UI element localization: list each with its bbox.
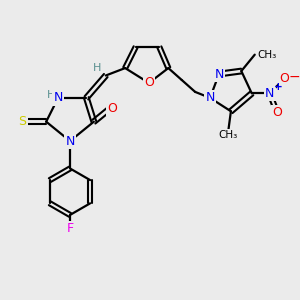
Text: N: N [206,92,215,104]
Text: CH₃: CH₃ [257,50,276,60]
Text: O: O [272,106,282,119]
Text: H: H [47,90,56,100]
Text: F: F [67,223,73,236]
Text: +: + [274,82,282,92]
Text: O: O [280,72,290,85]
Text: H: H [93,63,101,73]
Text: −: − [288,70,300,84]
Text: N: N [214,68,224,80]
Text: O: O [144,76,154,89]
Text: N: N [65,135,75,148]
Text: N: N [53,92,63,104]
Text: S: S [18,115,26,128]
Text: N: N [265,87,274,100]
Text: O: O [107,102,117,115]
Text: CH₃: CH₃ [218,130,238,140]
